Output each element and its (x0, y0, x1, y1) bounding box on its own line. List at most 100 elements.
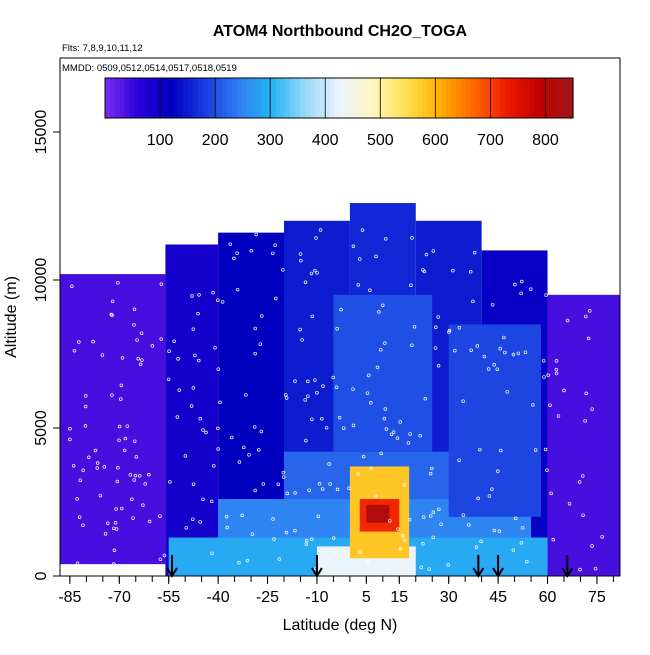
colorbar-segment (568, 78, 574, 118)
x-tick-label: -40 (207, 589, 230, 606)
sample-point (369, 401, 373, 405)
sample-point (381, 303, 385, 308)
sample-point (498, 346, 503, 351)
sample-point (403, 538, 407, 543)
sample-point (102, 465, 107, 469)
sample-point (226, 225, 230, 229)
sample-point (321, 384, 325, 388)
sample-point (113, 521, 118, 525)
sample-point (247, 453, 251, 457)
sample-point (256, 448, 261, 452)
sample-point (98, 493, 103, 498)
colorbar-segment (475, 78, 481, 118)
colorbar-segment (499, 78, 506, 118)
colorbar-segment (441, 78, 447, 118)
sample-point (331, 536, 336, 540)
sample-point (428, 514, 433, 518)
sample-point (184, 526, 189, 530)
sample-point (277, 557, 282, 561)
sample-point (306, 379, 310, 384)
colorbar-segment (504, 78, 511, 118)
sample-point (487, 494, 492, 498)
colorbar-segment (153, 78, 160, 118)
sample-point (313, 378, 317, 382)
sample-point (253, 488, 257, 493)
colorbar-segment (348, 78, 355, 118)
sample-point (284, 396, 289, 400)
sample-point (162, 553, 167, 558)
sample-point (549, 491, 553, 496)
sample-point (244, 393, 248, 397)
colorbar-segment (304, 78, 311, 118)
sample-point (402, 483, 406, 487)
sample-point (157, 567, 162, 571)
sample-point (270, 251, 275, 256)
sample-point (389, 432, 394, 437)
sample-point (409, 283, 413, 288)
sample-point (228, 242, 233, 247)
sample-point (300, 338, 304, 342)
colorbar-segment (421, 78, 428, 118)
sample-point (497, 529, 502, 533)
sample-point (139, 564, 144, 569)
colorbar-segment (431, 78, 438, 118)
sample-point (119, 383, 124, 388)
sample-point (451, 268, 455, 273)
colorbar-segment (251, 78, 257, 118)
sample-point (167, 349, 171, 353)
sample-point (543, 447, 548, 452)
sample-point (315, 271, 319, 275)
sample-point (120, 356, 125, 360)
colorbar-segment (105, 78, 111, 118)
colorbar-segment (163, 78, 169, 118)
sample-point (374, 254, 378, 259)
colorbar-segment (436, 78, 442, 118)
sample-point (407, 518, 412, 522)
sample-point (358, 257, 362, 261)
sample-point (283, 393, 288, 397)
sample-point (453, 348, 457, 353)
sample-point (91, 339, 95, 344)
x-tick-label: 5 (362, 589, 371, 606)
sample-point (335, 487, 340, 492)
sample-point (100, 353, 105, 357)
sample-point (298, 327, 302, 332)
sample-point (196, 311, 200, 316)
sample-point (158, 557, 163, 561)
sample-point (197, 293, 201, 297)
sample-point (556, 414, 561, 418)
sample-point (474, 545, 479, 549)
sample-point (533, 448, 538, 452)
colorbar-segment (451, 78, 457, 118)
colorbar-segment (407, 78, 413, 118)
sample-point (503, 350, 507, 355)
sample-point (315, 390, 319, 395)
sample-point (232, 256, 236, 261)
colorbar-segment (226, 78, 233, 118)
sample-point (77, 340, 81, 344)
y-tick-label: 0 (33, 571, 50, 580)
colorbar-segment (261, 78, 267, 118)
sample-point (548, 403, 552, 407)
sample-point (224, 514, 229, 519)
sample-point (261, 482, 266, 486)
sample-point (531, 403, 535, 407)
sample-point (324, 425, 329, 430)
colorbar-segment (558, 78, 564, 118)
colorbar-segment (465, 78, 472, 118)
sample-point (250, 532, 255, 536)
sample-point (253, 326, 258, 331)
sample-point (189, 404, 194, 408)
sample-point (384, 427, 389, 431)
sample-point (138, 362, 143, 367)
colorbar-segment (109, 78, 116, 118)
sample-point (457, 458, 461, 462)
sample-point (298, 252, 303, 256)
sample-point (408, 432, 412, 436)
sample-point (198, 520, 202, 524)
sample-point (81, 523, 85, 528)
x-tick-label: -10 (305, 589, 328, 606)
sample-point (436, 315, 440, 319)
sample-point (476, 496, 480, 501)
colorbar-segment (192, 78, 199, 118)
